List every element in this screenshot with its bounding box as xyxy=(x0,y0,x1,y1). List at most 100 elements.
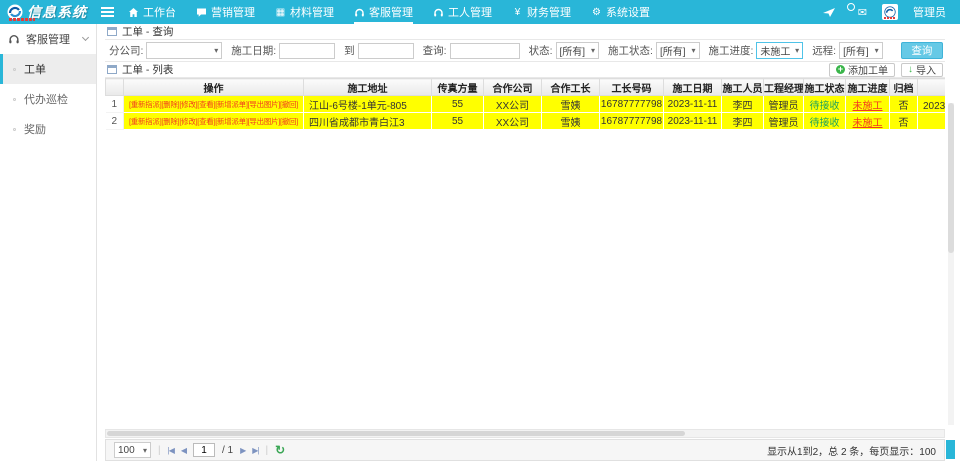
cell-date: 2023-11-11 xyxy=(663,95,722,113)
table-row: 1 [重新指派][删除][修改][查看][新增派单][导出图片][撤回] 江山-… xyxy=(105,95,945,113)
cell-remark xyxy=(917,112,945,130)
cell-foreman: 雪姨 xyxy=(541,95,600,113)
app-logo: 信息系统 xyxy=(0,0,93,24)
dropdown-icon: ▾ xyxy=(142,445,147,455)
dropdown-icon: ▾ xyxy=(795,46,800,55)
messages-icon[interactable]: ✉ xyxy=(847,3,867,19)
progress-select[interactable]: 未施工 ▾ xyxy=(756,42,804,59)
cell-manager: 管理员 xyxy=(763,95,804,113)
vertical-scrollbar-thumb[interactable] xyxy=(948,103,954,253)
cell-progress-link[interactable]: 未施工 xyxy=(845,112,890,130)
add-work-order-button[interactable]: + 添加工单 xyxy=(829,62,895,77)
keyword-label: 查询: xyxy=(422,45,447,57)
branch-select[interactable]: ▾ xyxy=(146,42,223,59)
import-button[interactable]: ↓ 导入 xyxy=(901,62,943,77)
construction-status-label: 施工状态: xyxy=(608,45,653,57)
scroll-corner-button[interactable] xyxy=(946,440,955,459)
nav-item-workbench[interactable]: 工作台 xyxy=(128,0,176,24)
refresh-icon[interactable]: ↻ xyxy=(275,443,286,457)
cell-status: 待接收 xyxy=(803,112,846,130)
cell-phone: 16787777798 xyxy=(599,112,664,130)
cell-volume: 55 xyxy=(431,95,484,113)
prev-page-button[interactable]: ◀ xyxy=(180,445,187,455)
cell-archived: 否 xyxy=(889,112,918,130)
avatar[interactable] xyxy=(882,4,898,20)
page-number-input[interactable] xyxy=(193,443,215,457)
pagination-info: 显示从1到2，总 2 条，每页显示：100 xyxy=(767,446,936,458)
bullet-icon xyxy=(13,67,16,71)
yen-icon: ¥ xyxy=(514,6,521,18)
top-navbar: 信息系统 工作台 营销管理 ▦ 材料管理 客服管理 工人管理 xyxy=(0,0,960,24)
row-index: 1 xyxy=(105,95,124,113)
branch-label: 分公司: xyxy=(109,45,144,57)
col-status: 施工状态 xyxy=(803,78,846,96)
sidebar-group-customer-service[interactable]: 客服管理 xyxy=(0,24,96,54)
to-label: 到 xyxy=(344,45,355,57)
cell-worker: 李四 xyxy=(721,112,764,130)
dropdown-icon: ▾ xyxy=(591,46,596,55)
col-date: 施工日期 xyxy=(663,78,722,96)
horizontal-scrollbar-thumb[interactable] xyxy=(107,431,686,436)
dropdown-icon: ▾ xyxy=(214,46,219,55)
page-size-select[interactable]: 100 ▾ xyxy=(114,442,151,458)
date-to-input[interactable] xyxy=(357,42,414,59)
sidebar-item-work-orders[interactable]: 工单 xyxy=(0,54,96,84)
logo-subtext-decoration xyxy=(9,18,35,21)
status-select[interactable]: [所有] ▾ xyxy=(555,42,600,59)
dropdown-icon: ▾ xyxy=(874,46,879,55)
first-page-button[interactable]: |◀ xyxy=(167,445,175,455)
send-icon[interactable] xyxy=(822,7,836,18)
app-title: 信息系统 xyxy=(27,4,87,20)
row-index: 2 xyxy=(105,112,124,130)
list-section-header: 工单 - 列表 + 添加工单 ↓ 导入 xyxy=(105,62,945,78)
cell-archived: 否 xyxy=(889,95,918,113)
download-icon: ↓ xyxy=(908,63,913,75)
vertical-scrollbar xyxy=(948,103,954,425)
cell-company: XX公司 xyxy=(483,95,542,113)
cell-remark: 2023-11-11：2023-11-11： xyxy=(917,95,945,113)
headset-icon xyxy=(8,33,20,45)
home-icon xyxy=(128,7,139,18)
table-row: 2 [重新指派][删除][修改][查看][新增派单][导出图片][撤回] 四川省… xyxy=(105,112,945,130)
cell-progress-link[interactable]: 未施工 xyxy=(845,95,890,113)
next-page-button[interactable]: ▶ xyxy=(240,445,246,455)
row-operations[interactable]: [重新指派][删除][修改][查看][新增派单][导出图片][撤回] xyxy=(123,95,304,113)
construction-status-select[interactable]: [所有] ▾ xyxy=(655,42,700,59)
sidebar-item-rewards[interactable]: 奖励 xyxy=(0,114,96,144)
cell-company: XX公司 xyxy=(483,112,542,130)
nav-item-marketing[interactable]: 营销管理 xyxy=(196,0,255,24)
col-remark: 备注 xyxy=(917,78,945,96)
work-order-table-container: 操作 施工地址 传真方量 合作公司 合作工长 工长号码 施工日期 施工人员 工程… xyxy=(105,78,945,428)
col-archived: 归档 xyxy=(889,78,918,96)
col-address: 施工地址 xyxy=(303,78,432,96)
nav-item-workers[interactable]: 工人管理 xyxy=(433,0,492,24)
progress-label: 施工进度: xyxy=(708,45,754,57)
sidebar-item-pending-inspection[interactable]: 代办巡检 xyxy=(0,84,96,114)
total-pages-label: / 1 xyxy=(222,444,234,456)
status-label: 状态: xyxy=(528,45,553,57)
menu-toggle-icon[interactable] xyxy=(101,5,114,19)
nav-item-materials[interactable]: ▦ 材料管理 xyxy=(275,6,334,20)
nav-item-customer-service[interactable]: 客服管理 xyxy=(354,0,413,24)
search-button[interactable]: 查询 xyxy=(900,42,944,59)
gear-icon: ⚙ xyxy=(592,6,601,18)
keyword-input[interactable] xyxy=(449,42,520,59)
col-operations: 操作 xyxy=(123,78,304,96)
remote-select[interactable]: [所有] ▾ xyxy=(839,42,883,59)
col-manager: 工程经理 xyxy=(763,78,804,96)
nav-item-finance[interactable]: ¥ 财务管理 xyxy=(512,0,571,24)
col-progress: 施工进度 xyxy=(845,78,890,96)
row-operations[interactable]: [重新指派][删除][修改][查看][新增派单][导出图片][撤回] xyxy=(123,112,304,130)
list-section-title: 工单 - 列表 xyxy=(122,64,174,76)
cell-volume: 55 xyxy=(431,112,484,130)
bullet-icon xyxy=(13,127,16,131)
date-from-input[interactable] xyxy=(279,42,336,59)
main-panel: 工单 - 查询 分公司: ▾ 施工日期: 到 查询: 状态: [所有] ▾ 施工… xyxy=(97,24,960,461)
notification-badge xyxy=(847,3,855,11)
nav-item-settings[interactable]: ⚙ 系统设置 xyxy=(592,6,650,20)
col-volume: 传真方量 xyxy=(431,78,484,96)
grid-icon: ▦ xyxy=(275,6,286,18)
last-page-button[interactable]: ▶| xyxy=(252,445,259,455)
remote-label: 远程: xyxy=(812,45,837,57)
col-worker: 施工人员 xyxy=(721,78,764,96)
